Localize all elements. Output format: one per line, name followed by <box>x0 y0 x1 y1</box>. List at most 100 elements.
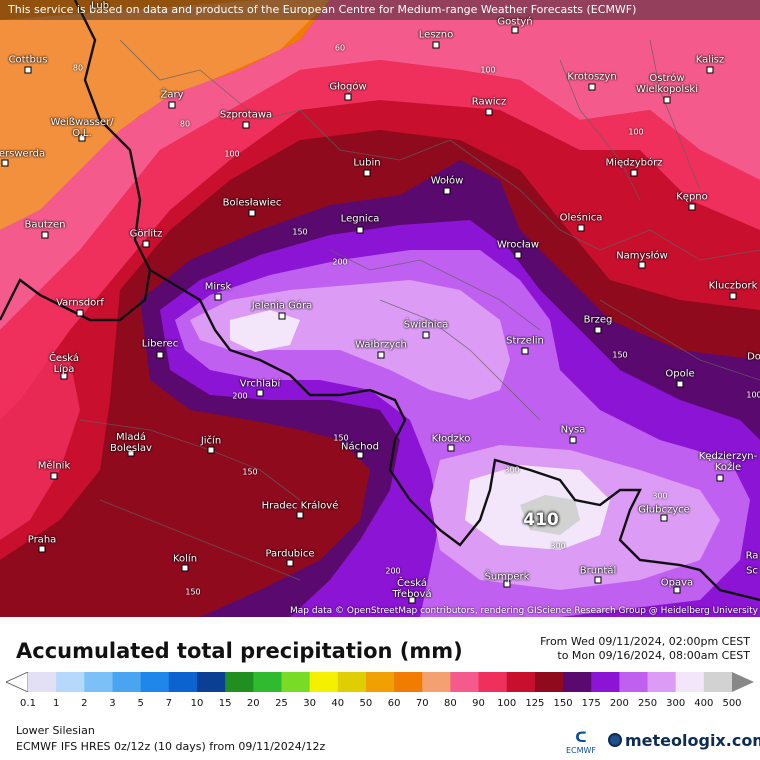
city-dot <box>142 240 150 248</box>
ecmwf-logo: ᑕ ECMWF <box>560 730 602 758</box>
precipitation-map[interactable]: This service is based on data and produc… <box>0 0 760 617</box>
city-label: Vrchlabí <box>239 378 281 390</box>
scale-color-cell <box>619 672 649 692</box>
scale-tick-label: 150 <box>553 698 573 709</box>
scale-color-cell <box>563 672 592 692</box>
city-label: Nysa <box>560 424 586 436</box>
city-label: Opava <box>660 577 694 589</box>
contour-label: 150 <box>333 433 349 443</box>
contour-label: 150 <box>242 467 258 477</box>
city-dot <box>511 26 519 34</box>
city-dot <box>24 66 32 74</box>
scale-color-cell <box>647 672 677 692</box>
city-label: Bruntál <box>579 565 617 577</box>
city-label: Náchod <box>341 441 379 453</box>
scale-tick-label: 15 <box>218 698 232 709</box>
scale-tick-label: 40 <box>331 698 345 709</box>
contour-label: 60 <box>334 43 346 53</box>
city-label: Do <box>747 351 760 363</box>
city-dot <box>168 101 176 109</box>
city-label: Strzelin <box>506 335 544 347</box>
max-precipitation-label: 410 <box>523 510 559 530</box>
city-label: Jičín <box>200 435 222 447</box>
map-attribution: Map data © OpenStreetMap contributors, r… <box>290 606 758 616</box>
city-dot <box>706 66 714 74</box>
scale-color-cell <box>196 672 226 692</box>
city-label: erswerda <box>0 148 46 160</box>
city-label: Hradec Králové <box>261 500 339 512</box>
city-dot <box>286 559 294 567</box>
city-label: Kolín <box>172 553 198 565</box>
city-label: Szprotawa <box>219 109 273 121</box>
scale-color-cell <box>422 672 451 692</box>
city-label: Varnsdorf <box>56 297 104 309</box>
city-dot <box>38 545 46 553</box>
city-dot <box>577 224 585 232</box>
city-dot <box>408 596 416 604</box>
scale-tick-label: 70 <box>415 698 429 709</box>
ecmwf-disclaimer: This service is based on data and produc… <box>0 0 760 20</box>
scale-color-cell <box>309 672 339 692</box>
city-dot <box>443 187 451 195</box>
contour-label: 100 <box>746 390 760 400</box>
city-label: Praha <box>27 534 57 546</box>
scale-color-cell <box>56 672 85 692</box>
city-dot <box>363 169 371 177</box>
scale-tick-label: 60 <box>387 698 401 709</box>
city-dot <box>50 472 58 480</box>
period-from: From Wed 09/11/2024, 02:00pm CEST <box>540 635 750 648</box>
city-label: Kępno <box>676 191 708 203</box>
scale-color-cell <box>394 672 423 692</box>
city-label: Krotoszyn <box>567 71 617 83</box>
city-label: Oleśnica <box>559 212 603 224</box>
city-dot <box>485 108 493 116</box>
scale-tick-label: 3 <box>109 698 116 709</box>
scale-tick-label: 30 <box>303 698 316 709</box>
scale-tick-label: 250 <box>637 698 658 709</box>
city-dot <box>278 312 286 320</box>
scale-tick-label: 175 <box>581 698 601 709</box>
scale-color-cell <box>168 672 198 692</box>
city-dot <box>514 251 522 259</box>
city-dot <box>127 449 135 457</box>
scale-tick-label: 300 <box>666 698 686 709</box>
scale-tick-label: 100 <box>497 698 517 709</box>
scale-tick-label: 500 <box>722 698 742 709</box>
contour-label: 100 <box>628 127 644 137</box>
city-dot <box>78 134 86 142</box>
scale-over-arrow <box>732 672 754 692</box>
city-dot <box>594 326 602 334</box>
contour-label: 150 <box>612 350 628 360</box>
city-label: Görlitz <box>129 228 163 240</box>
zone-400mm <box>520 495 580 535</box>
city-dot <box>242 121 250 129</box>
city-label: Ostrów Wielkopolski <box>636 73 698 95</box>
city-dot <box>156 351 164 359</box>
city-label: Liberec <box>141 338 179 350</box>
city-label: Pardubice <box>265 548 315 560</box>
scale-under-arrow <box>6 672 29 692</box>
city-label: Kluczbork <box>708 280 758 292</box>
scale-color-cell <box>140 672 170 692</box>
ecmwf-logo-text: ECMWF <box>565 746 597 755</box>
contour-label: 100 <box>224 149 240 159</box>
contour-label: 200 <box>332 257 348 267</box>
city-label: Żary <box>160 89 184 101</box>
city-dot <box>716 474 724 482</box>
precipitation-field <box>0 0 760 617</box>
city-label: Sc <box>746 565 758 577</box>
city-label: Brzeg <box>583 314 613 326</box>
scale-color-cell <box>28 672 57 692</box>
city-label: Mladá Boleslav <box>110 432 152 454</box>
scale-color-cell <box>703 672 733 692</box>
scale-tick-label: 200 <box>609 698 629 709</box>
scale-tick-label: 50 <box>359 698 373 709</box>
city-dot <box>660 514 668 522</box>
city-label: Weißwasser/ O.L. <box>50 117 114 139</box>
scale-color-cell <box>84 672 113 692</box>
meteologix-logo[interactable]: meteologix.com <box>608 731 760 750</box>
city-dot <box>296 511 304 519</box>
scale-color-cell <box>112 672 142 692</box>
city-label: Głubczyce <box>638 504 690 516</box>
region-name: Lower Silesian <box>16 724 95 737</box>
